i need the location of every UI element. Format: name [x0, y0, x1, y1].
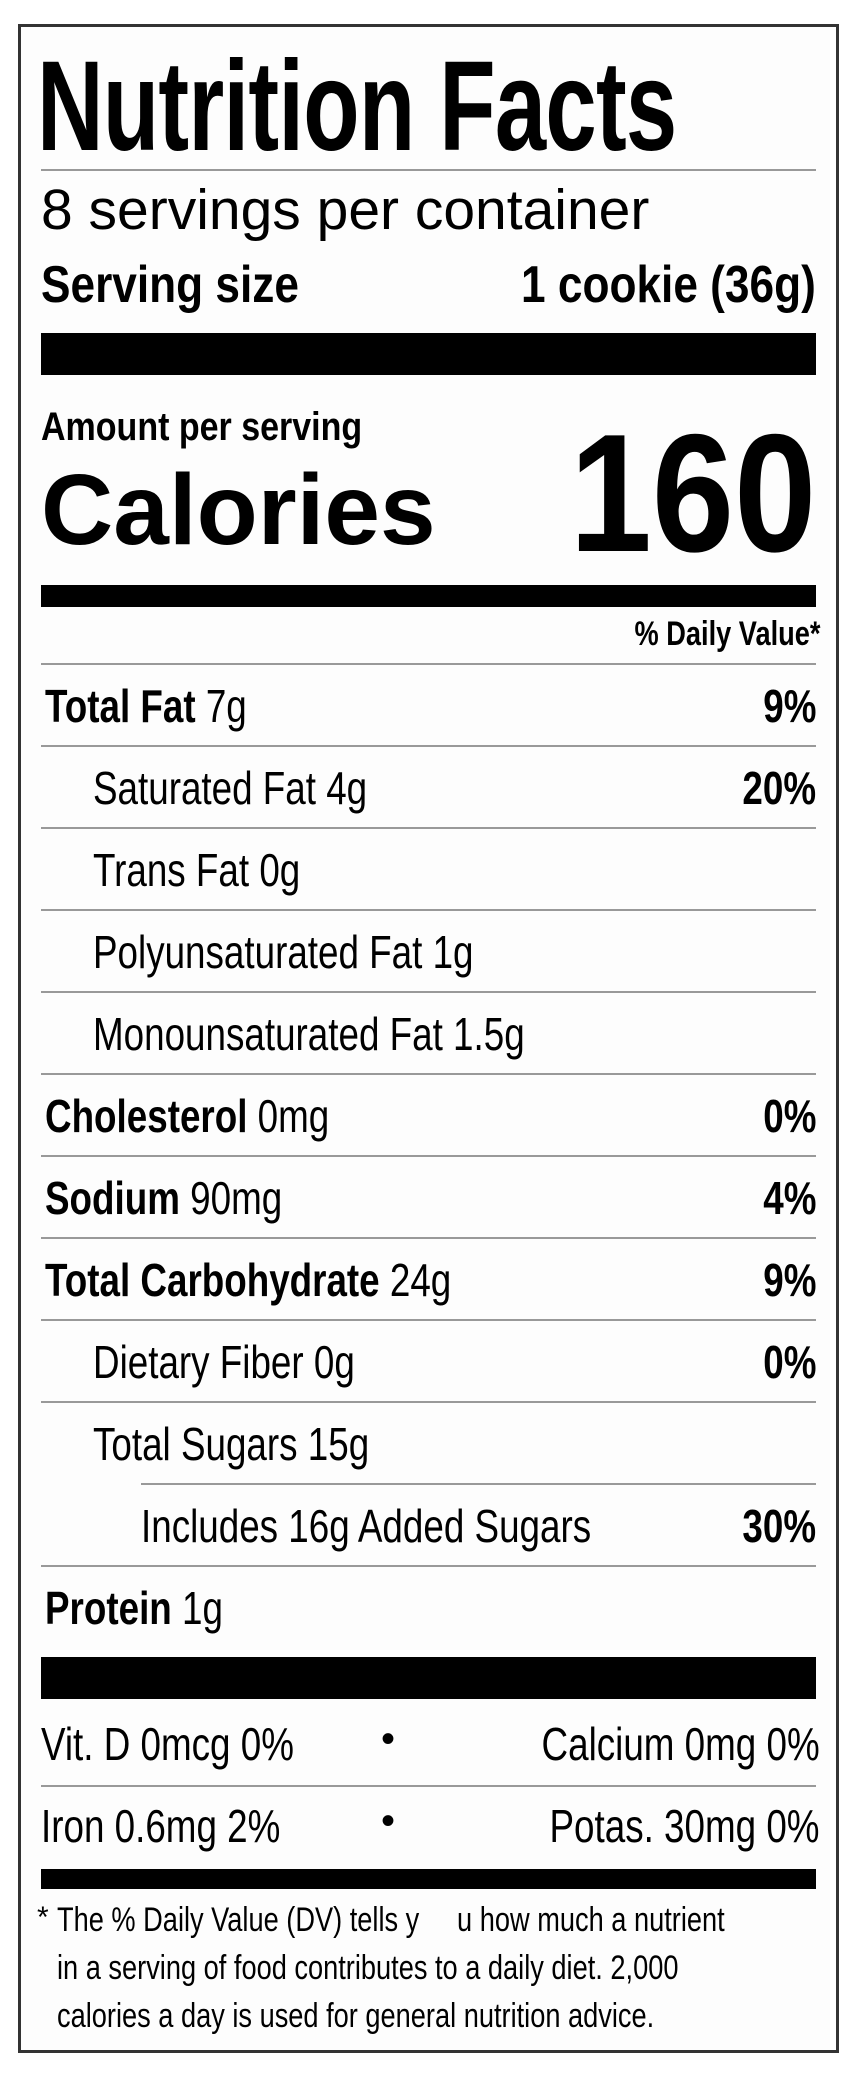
nutrient-amount: 7g — [205, 680, 247, 732]
nutrient-text: Sodium 90mg — [45, 1171, 282, 1225]
servings: 8 servings per container — [41, 178, 650, 242]
nutrient-text: Total Fat 7g — [45, 679, 247, 733]
nutrient-dv: 0% — [762, 1090, 816, 1142]
nutrient-text: Total Carbohydrate 24g — [45, 1253, 451, 1307]
nutrient-amount: 0mg — [257, 1090, 330, 1142]
nutrient-row: Total Fat 7g 9% — [41, 663, 816, 747]
divider — [41, 1785, 816, 1787]
vitamin-separator: • — [381, 1717, 396, 1761]
vitamin-left: Vit. D 0mcg 0% — [41, 1718, 294, 1770]
nutrient-row: Total Carbohydrate 24g 9% — [41, 1237, 816, 1321]
vitamin-right: Potas. 30mg 0% — [549, 1800, 820, 1852]
nutrient-name: Polyunsaturated Fat 1g — [93, 926, 474, 978]
nutrient-name: Dietary Fiber 0g — [93, 1336, 355, 1388]
divider — [41, 169, 816, 171]
nutrient-name: Protein — [45, 1582, 172, 1634]
serving-size-label: Serving size — [41, 256, 299, 314]
vitamin-right: Calcium 0mg 0% — [541, 1718, 820, 1770]
nutrient-row: Includes 16g Added Sugars 30% — [141, 1483, 816, 1567]
nutrient-name: Saturated Fat 4g — [93, 762, 368, 814]
nutrient-amount: 90mg — [190, 1172, 283, 1224]
nutrient-dv: 9% — [762, 1254, 816, 1306]
nutrient-dv: 20% — [742, 762, 816, 814]
medium-bar — [41, 585, 816, 607]
nutrient-dv: 9% — [762, 680, 816, 732]
vitamin-separator: • — [381, 1799, 396, 1843]
nutrient-row: Polyunsaturated Fat 1g — [41, 909, 816, 993]
daily-value-header: % Daily Value* — [634, 615, 820, 653]
nutrient-text: Protein 1g — [45, 1581, 223, 1635]
vitamin-left: Iron 0.6mg 2% — [41, 1800, 281, 1852]
nutrient-text: Cholesterol 0mg — [45, 1089, 329, 1143]
nutrient-name: Total Sugars 15g — [93, 1418, 370, 1470]
medium-bar — [41, 1869, 816, 1889]
thick-bar — [41, 333, 816, 375]
nutrient-name: Total Carbohydrate — [45, 1254, 380, 1306]
nutrient-row: Sodium 90mg 4% — [41, 1155, 816, 1239]
thick-bar — [41, 1657, 816, 1699]
nutrient-name: Trans Fat 0g — [93, 844, 301, 896]
nutrient-row: Trans Fat 0g — [41, 827, 816, 911]
nutrient-dv: 0% — [762, 1336, 816, 1388]
nutrient-row: Cholesterol 0mg 0% — [41, 1073, 816, 1157]
title: Nutrition Facts — [37, 35, 677, 178]
footnote-line: The % Daily Value (DV) tells y u how muc… — [57, 1901, 725, 1939]
footnote-line: calories a day is used for general nutri… — [57, 1997, 655, 2035]
nutrient-row: Monounsaturated Fat 1.5g — [41, 991, 816, 1075]
nutrient-dv: 30% — [742, 1500, 816, 1552]
nutrient-amount: 24g — [389, 1254, 452, 1306]
nutrient-name: Total Fat — [45, 680, 196, 732]
nutrient-dv: 4% — [762, 1172, 816, 1224]
nutrient-name: Cholesterol — [45, 1090, 248, 1142]
nutrient-name: Monounsaturated Fat 1.5g — [93, 1008, 525, 1060]
nutrient-row: Dietary Fiber 0g 0% — [41, 1319, 816, 1403]
amount-per-serving: Amount per serving — [41, 405, 363, 449]
nutrient-name: Includes 16g Added Sugars — [141, 1500, 592, 1552]
calories-value: 160 — [569, 399, 816, 587]
serving-size-value: 1 cookie (36g) — [521, 256, 816, 314]
nutrient-row: Saturated Fat 4g 20% — [41, 745, 816, 829]
footnote-line: in a serving of food contributes to a da… — [57, 1949, 679, 1987]
nutrient-name: Sodium — [45, 1172, 180, 1224]
nutrient-amount: 1g — [182, 1582, 223, 1634]
nutrient-row: Protein 1g — [41, 1565, 816, 1649]
footnote-marker: * — [37, 1901, 49, 1934]
nutrient-row: Total Sugars 15g — [41, 1401, 816, 1485]
nutrition-label: Nutrition Facts 8 servings per container… — [18, 24, 839, 2053]
calories-label: Calories — [41, 454, 436, 566]
